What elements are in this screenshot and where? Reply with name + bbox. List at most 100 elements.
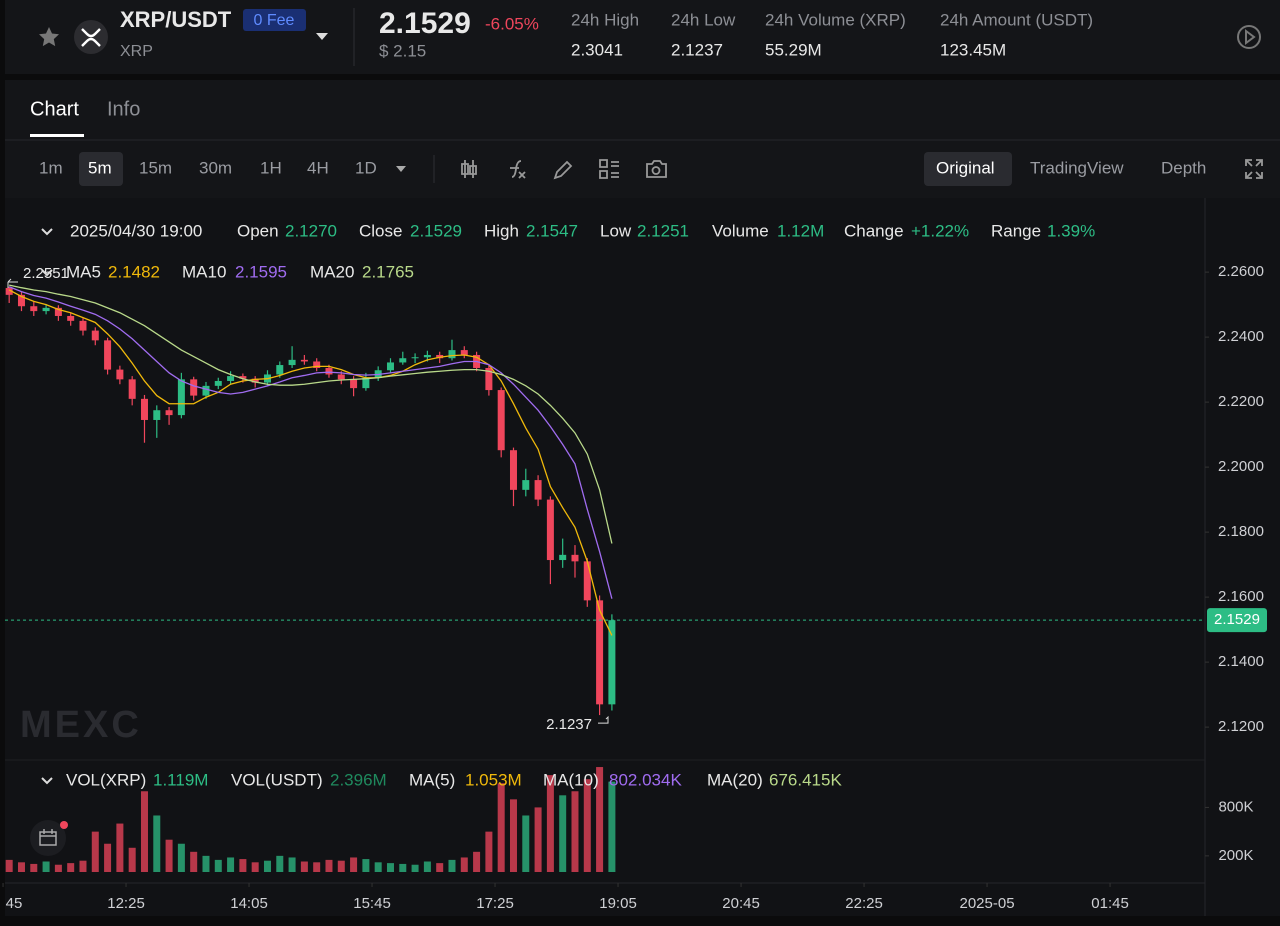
intervals: 1m 5m 15m 30m 1H 4H 1D — [39, 158, 377, 177]
info-value: 2.1529 — [410, 221, 462, 240]
volume-bar — [497, 783, 505, 872]
volume-legend-value: 2.396M — [330, 770, 387, 789]
volume-bar — [448, 859, 456, 872]
volume-bar — [596, 767, 604, 872]
info-value: 2.1270 — [285, 221, 337, 240]
interval[interactable]: 1H — [260, 158, 282, 177]
volume-bar — [239, 859, 247, 872]
volume-y-tick-label: 200K — [1218, 847, 1253, 864]
volume-legend-label: MA(10) — [543, 770, 599, 789]
volume-legend-label: VOL(USDT) — [231, 770, 323, 789]
volume-legend-label: MA(20) — [707, 770, 763, 789]
fee-text: 0 Fee — [254, 12, 295, 29]
volume-bar — [79, 860, 87, 872]
fee-badge — [243, 9, 306, 31]
collapse-chevron[interactable] — [41, 269, 53, 277]
ma-line — [8, 286, 613, 599]
collapse-chevron[interactable] — [41, 228, 53, 236]
tabs: Chart Info — [30, 98, 140, 120]
indicator-icon[interactable] — [510, 160, 526, 179]
stat-value: 2.1237 — [671, 40, 723, 59]
tool-icons — [461, 159, 667, 180]
volume-legend-label: MA(5) — [409, 770, 455, 789]
volume-bar — [522, 815, 530, 872]
volume-bar — [276, 855, 284, 872]
stat-label: 24h High — [571, 10, 639, 29]
snapshot-icon[interactable] — [646, 160, 667, 178]
candle-body — [571, 554, 579, 562]
y-tick-label: 2.2200 — [1218, 393, 1264, 410]
interval-dropdown[interactable] — [396, 166, 406, 172]
layout-icon[interactable] — [599, 159, 619, 179]
stat-label: 24h Volume (XRP) — [765, 10, 906, 29]
candle-body — [177, 379, 185, 416]
collapse-chevron[interactable] — [41, 777, 53, 785]
candle-body — [190, 379, 198, 396]
y-tick-label: 2.2400 — [1218, 328, 1264, 345]
last-price-tag — [1207, 608, 1267, 633]
usd-price: $ 2.15 — [379, 41, 426, 60]
volume-bar — [411, 864, 419, 872]
volume-bar — [423, 861, 431, 872]
candle-body — [239, 376, 247, 379]
volume-bar — [473, 851, 481, 872]
volume-bar — [399, 863, 407, 872]
volume-bar — [42, 861, 50, 872]
candle-body — [202, 385, 210, 396]
interval[interactable]: 1D — [355, 158, 377, 177]
favorite-star[interactable] — [39, 27, 59, 47]
candle-body — [608, 620, 616, 705]
view[interactable]: TradingView — [1030, 158, 1124, 177]
ma-legend-value: 2.1595 — [235, 262, 287, 281]
volume-bar — [54, 864, 62, 872]
x-tick-label: 17:25 — [476, 895, 514, 912]
volume-bar — [116, 823, 124, 872]
volume-bar — [608, 781, 616, 872]
interval[interactable]: 30m — [199, 158, 232, 177]
candle-body — [30, 306, 38, 312]
candle-body — [165, 410, 173, 416]
candle-body — [559, 554, 567, 561]
info-label: Range — [991, 221, 1041, 240]
tab[interactable]: Chart — [30, 98, 79, 120]
view[interactable]: Depth — [1161, 158, 1206, 177]
candle-body — [91, 330, 99, 341]
candle-body — [350, 379, 358, 389]
volume-legend-value: 1.119M — [153, 770, 208, 789]
interval[interactable]: 15m — [139, 158, 172, 177]
y-tick-label: 2.2000 — [1218, 458, 1264, 475]
interval[interactable]: 5m — [88, 158, 112, 177]
interval[interactable]: 1m — [39, 158, 63, 177]
volume-bar — [202, 855, 210, 872]
volume-bar — [251, 862, 259, 872]
ma-legend-name: MA5 — [66, 262, 101, 281]
volume-bar — [583, 779, 591, 872]
candle-body — [251, 378, 259, 383]
symbol[interactable]: XRP/USDT — [120, 7, 232, 32]
last-price-label: 2.1529 — [1214, 611, 1260, 628]
candle-type-icon[interactable] — [461, 160, 477, 178]
volume-bar — [30, 863, 38, 872]
info-label: Change — [844, 221, 904, 240]
volume-bar — [214, 859, 222, 872]
volume-bar — [288, 857, 296, 872]
fullscreen-icon[interactable] — [1245, 159, 1263, 179]
view[interactable]: Original — [936, 158, 995, 177]
volume-legend-value: 802.034K — [609, 770, 682, 789]
interval[interactable]: 4H — [307, 158, 329, 177]
play-button[interactable] — [1237, 25, 1261, 49]
alert-button[interactable] — [30, 820, 68, 856]
draw-icon[interactable] — [553, 160, 573, 180]
top-bar — [5, 0, 1280, 74]
price-change: -6.05% — [485, 14, 539, 33]
volume-bar — [190, 851, 198, 872]
candle-body — [522, 480, 530, 490]
ma-legend-value: 2.1482 — [108, 262, 160, 281]
max-marker-arrow — [7, 278, 18, 289]
candle-body — [313, 361, 321, 368]
info-label: Low — [600, 221, 632, 240]
info-value: 2.1547 — [526, 221, 578, 240]
symbol-dropdown[interactable] — [316, 33, 328, 40]
volume-bar — [227, 857, 235, 872]
tab[interactable]: Info — [107, 98, 140, 120]
